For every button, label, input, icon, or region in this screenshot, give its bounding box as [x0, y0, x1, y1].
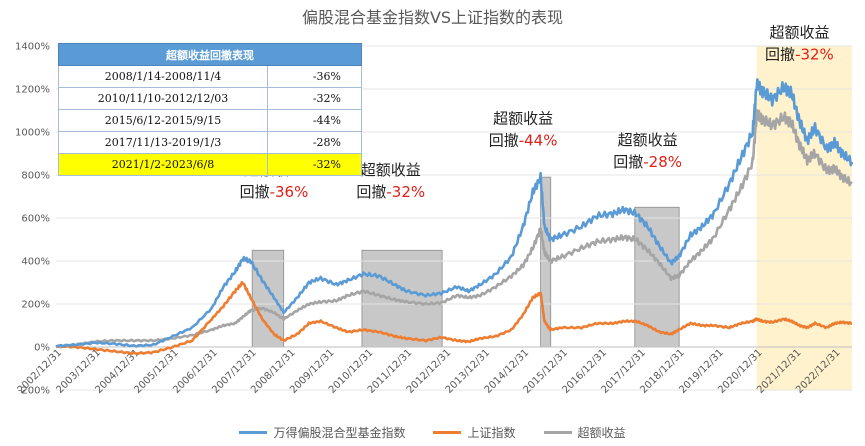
- legend-swatch: [543, 431, 572, 434]
- drawdown-period: 2017/11/13-2019/1/3: [58, 131, 268, 154]
- annotation-value: -28%: [643, 153, 682, 171]
- series-line-excess: [55, 108, 853, 349]
- chart-title: 偏股混合基金指数VS上证指数的表现: [301, 8, 564, 27]
- y-tick-label: 200%: [21, 300, 50, 311]
- legend-item-sse: 上证指数: [433, 424, 516, 441]
- legend-swatch: [239, 431, 268, 434]
- legend-swatch: [433, 431, 462, 434]
- legend-label: 万得偏股混合型基金指数: [273, 426, 406, 440]
- series-line-fund: [55, 78, 854, 348]
- annotation-title: 超额收益: [361, 161, 421, 179]
- annotation-drawdown: 回撤-44%: [489, 131, 558, 149]
- annotation-prefix: 回撤: [765, 45, 795, 63]
- y-axis-ticks: -200% 0% 200% 400% 600% 800% 1000% 1200% 1400%: [15, 42, 50, 397]
- drawdown-row: 2008/1/14-2008/11/4 -36%: [58, 65, 362, 88]
- y-tick-label: 400%: [21, 257, 50, 268]
- y-tick-label: -200%: [18, 386, 50, 397]
- annotation-drawdown: 回撤-32%: [765, 45, 834, 63]
- annotation-title: 超额收益: [769, 23, 829, 41]
- annotation-title: 超额收益: [618, 131, 678, 149]
- series-line-sse: [55, 280, 853, 356]
- annotation-value: -36%: [270, 183, 309, 201]
- drawdown-period: 2010/11/10-2012/12/03: [58, 87, 268, 110]
- annotation-prefix: 回撤: [489, 131, 519, 149]
- series-lines: [55, 78, 854, 356]
- drawdown-period: 2008/1/14-2008/11/4: [58, 65, 268, 88]
- y-tick-label: 1400%: [15, 42, 50, 53]
- annotation-prefix: 回撤: [240, 183, 270, 201]
- drawdown-row: 2017/11/13-2019/1/3 -28%: [58, 131, 362, 154]
- annotations: 超额收益回撤-36%超额收益回撤-32%超额收益回撤-44%超额收益回撤-28%…: [240, 23, 834, 201]
- annotation-value: -32%: [795, 45, 834, 63]
- drawdown-value: -32%: [267, 87, 362, 110]
- drawdown-value: -32%: [267, 153, 362, 176]
- annotation-title: 超额收益: [493, 109, 553, 127]
- drawdown-period: 2021/1/2-2023/6/8: [58, 153, 268, 176]
- legend-item-excess: 超额收益: [543, 424, 626, 441]
- drawdown-table: 超额收益回撤表现 2008/1/14-2008/11/4 -36% 2010/11/…: [58, 43, 362, 176]
- y-tick-label: 800%: [21, 171, 50, 182]
- annotation-drawdown: 回撤-32%: [356, 183, 425, 201]
- drawdown-row: 2010/11/10-2012/12/03 -32%: [58, 87, 362, 110]
- drawdown-table-header: 超额收益回撤表现: [58, 43, 362, 66]
- annotation-value: -44%: [519, 131, 558, 149]
- y-tick-label: 600%: [21, 214, 50, 225]
- legend-label: 上证指数: [467, 426, 516, 440]
- chart-legend: 万得偏股混合型基金指数 上证指数 超额收益: [0, 424, 865, 441]
- y-tick-label: 1200%: [15, 85, 50, 96]
- drawdown-row: 2015/6/12-2015/9/15 -44%: [58, 109, 362, 132]
- legend-label: 超额收益: [577, 426, 626, 440]
- annotation-drawdown: 回撤-28%: [613, 153, 682, 171]
- x-axis-ticks: 2002/12/312003/12/312004/12/312005/12/31…: [16, 347, 843, 396]
- annotation-value: -32%: [386, 183, 425, 201]
- drawdown-value: -44%: [267, 109, 362, 132]
- drawdown-value: -36%: [267, 65, 362, 88]
- y-tick-label: 0%: [34, 343, 50, 354]
- y-tick-label: 1000%: [15, 128, 50, 139]
- drawdown-period: 2015/6/12-2015/9/15: [58, 109, 268, 132]
- annotation-prefix: 回撤: [356, 183, 386, 201]
- legend-item-fund: 万得偏股混合型基金指数: [239, 424, 405, 441]
- drawdown-row: 2021/1/2-2023/6/8 -32%: [58, 153, 362, 176]
- shaded-period-1: [251, 249, 285, 348]
- annotation-drawdown: 回撤-36%: [240, 183, 309, 201]
- drawdown-value: -28%: [267, 131, 362, 154]
- annotation-prefix: 回撤: [613, 153, 643, 171]
